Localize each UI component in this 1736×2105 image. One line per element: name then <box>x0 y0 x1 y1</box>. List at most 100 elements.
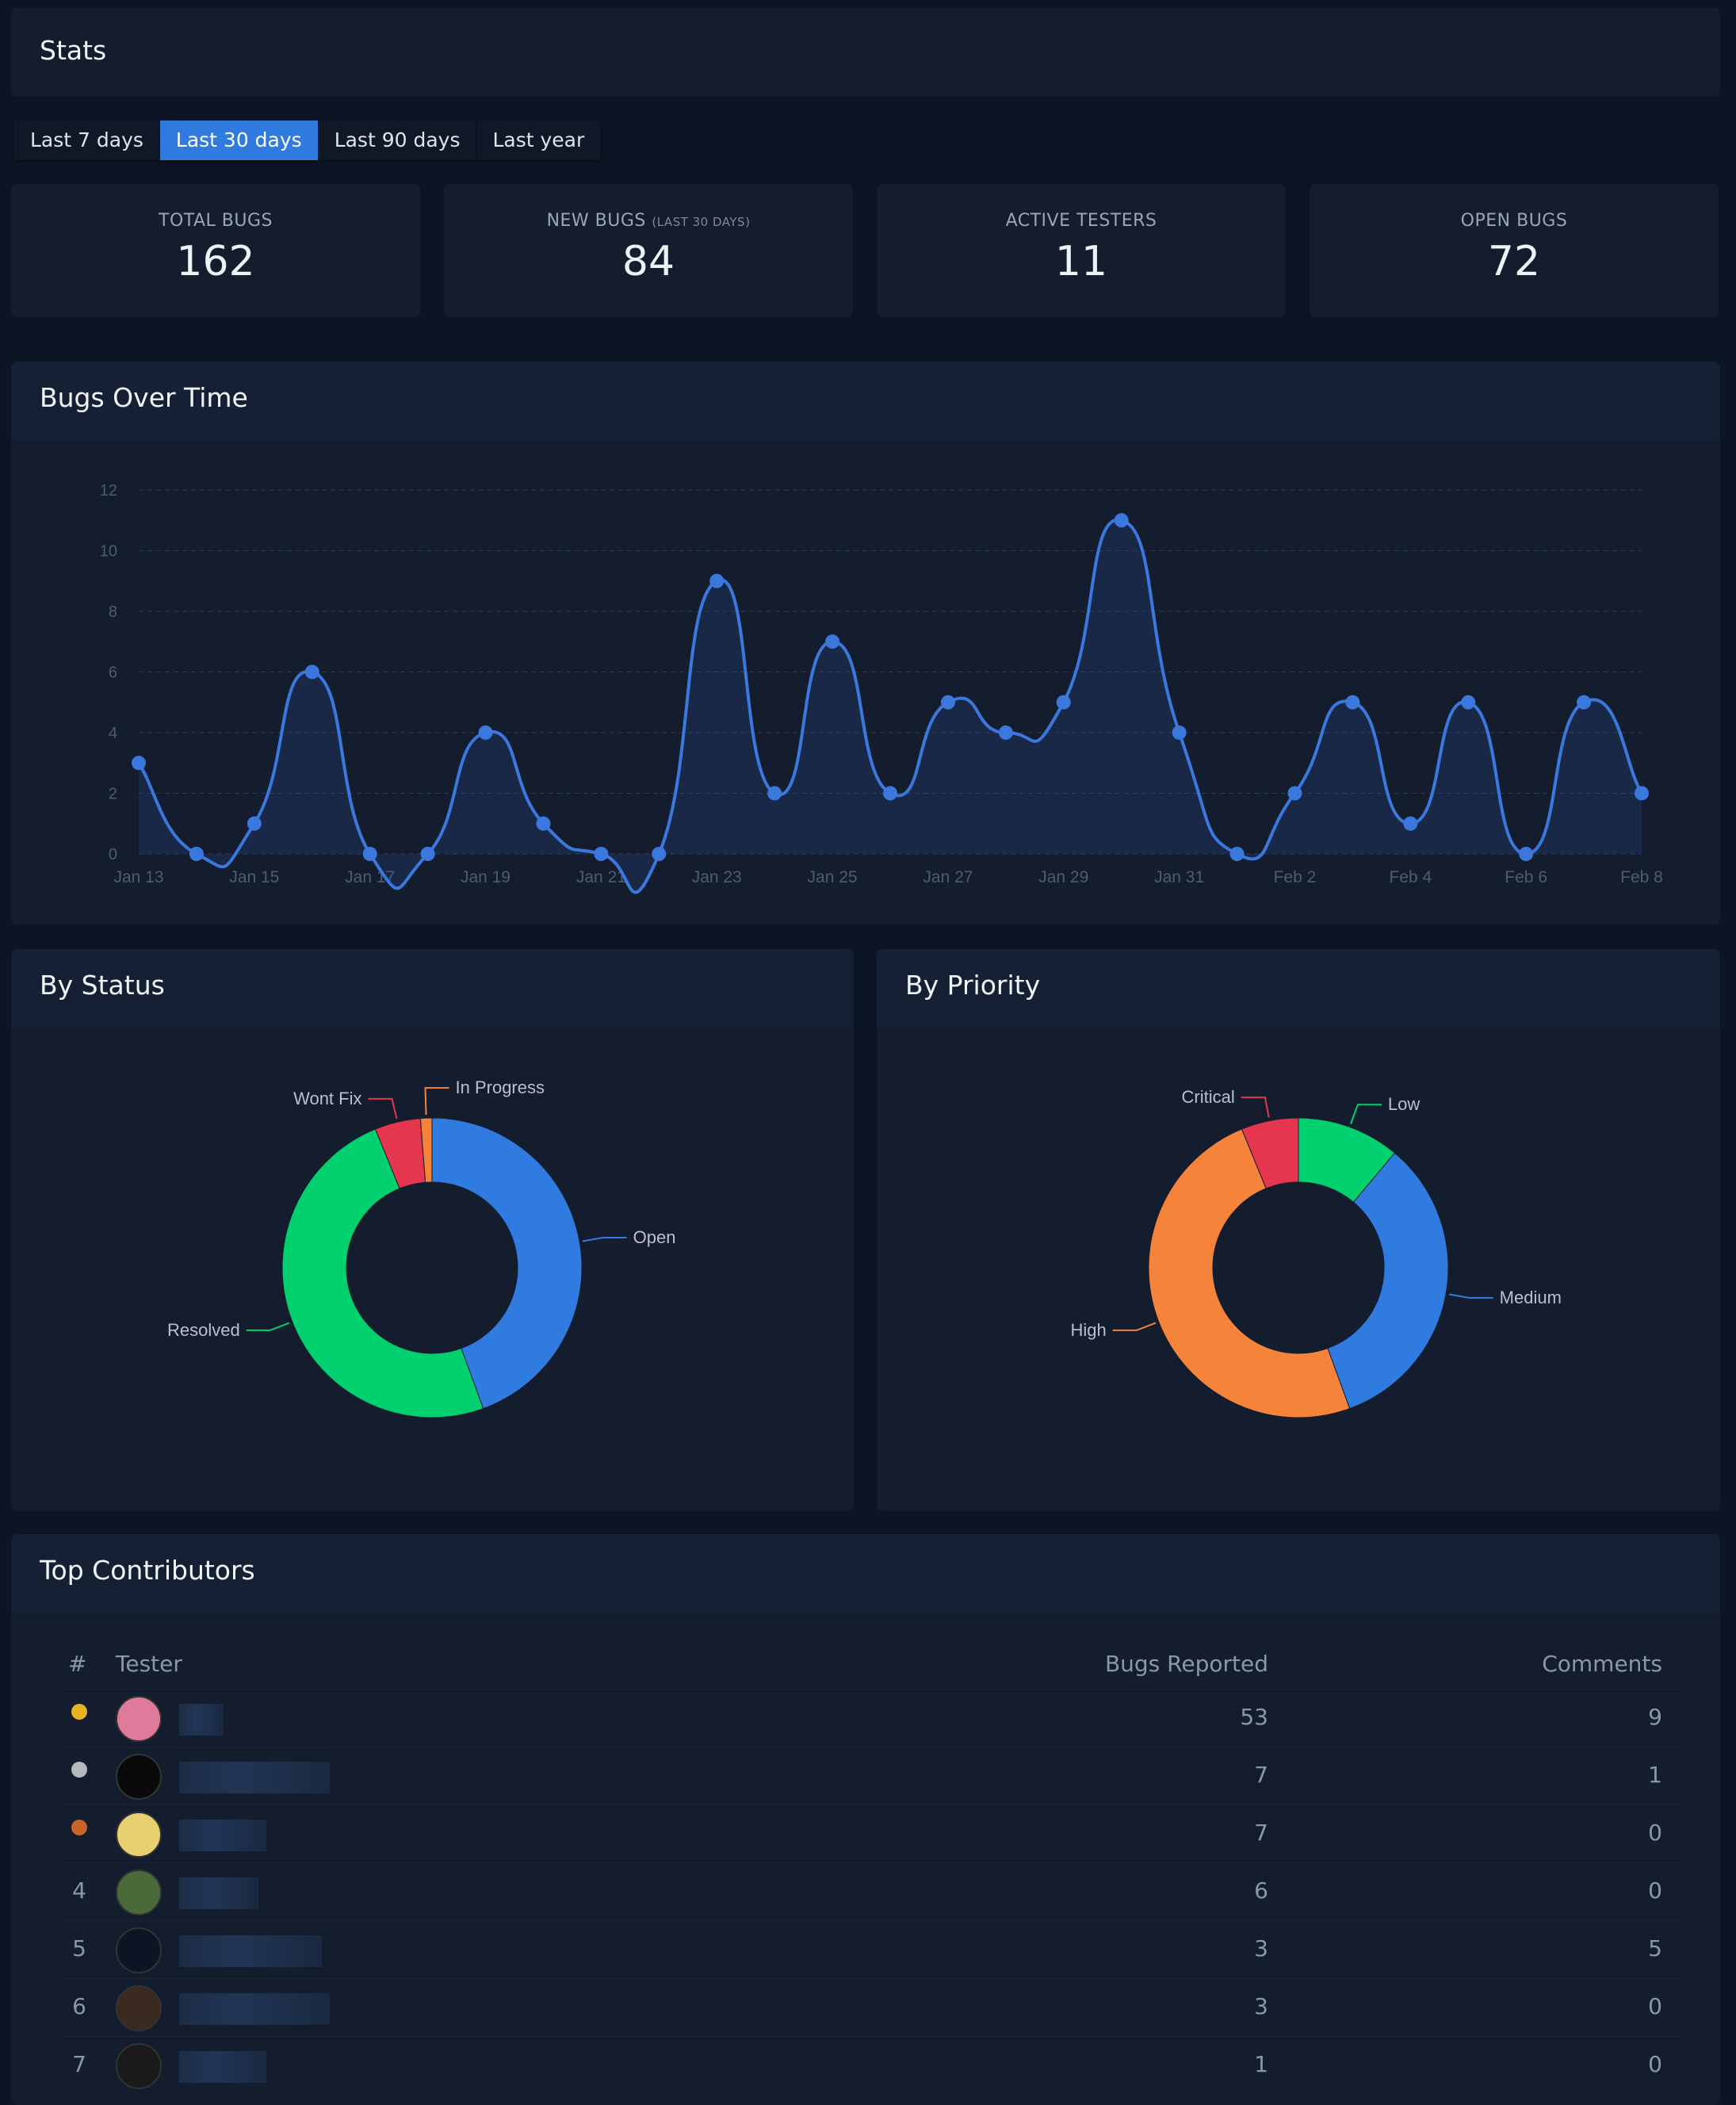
data-point <box>1519 847 1534 861</box>
slice-label: High <box>1070 1320 1106 1340</box>
data-point <box>1345 695 1360 710</box>
column-header-tester[interactable]: Tester <box>116 1651 182 1677</box>
table-row[interactable]: 6 3 0 <box>63 1978 1684 2036</box>
card-header: Top Contributors <box>11 1534 1720 1613</box>
medal-icon <box>71 1762 87 1778</box>
comments-count: 0 <box>1648 2051 1662 2077</box>
data-point <box>478 725 493 740</box>
leader-line <box>1448 1293 1493 1299</box>
data-point <box>536 816 551 831</box>
y-tick-label: 8 <box>109 603 117 621</box>
avatar <box>116 1985 162 2031</box>
medal-icon <box>71 1820 87 1835</box>
bugs-reported: 1 <box>1254 2051 1268 2077</box>
date-range-tabs: Last 7 days Last 30 days Last 90 days La… <box>14 121 602 160</box>
data-point <box>1114 513 1129 528</box>
data-point <box>825 634 840 649</box>
card-header: By Priority <box>877 949 1720 1028</box>
avatar <box>116 1927 162 1973</box>
card-title: Bugs Over Time <box>40 382 248 413</box>
x-tick-label: Jan 27 <box>923 868 973 886</box>
slice-label: Critical <box>1182 1087 1235 1107</box>
table-row[interactable]: 4 6 0 <box>63 1862 1684 1920</box>
tab-last-90-days[interactable]: Last 90 days <box>319 121 477 160</box>
data-point <box>709 573 725 588</box>
slice-high <box>1148 1128 1351 1418</box>
y-tick-label: 10 <box>100 543 117 561</box>
avatar <box>116 2043 162 2089</box>
x-tick-label: Jan 21 <box>576 868 626 886</box>
slice-label: Low <box>1388 1094 1420 1114</box>
stat-card-new-bugs: NEW BUGS (LAST 30 DAYS) 84 <box>444 184 853 317</box>
table-row[interactable]: 5 3 5 <box>63 1920 1684 1978</box>
data-point <box>998 725 1013 740</box>
data-point <box>189 847 204 861</box>
tab-last-year[interactable]: Last year <box>476 121 602 160</box>
rank: 6 <box>72 1993 86 2019</box>
x-tick-label: Feb 2 <box>1274 868 1317 886</box>
column-header-comments[interactable]: Comments <box>1542 1651 1662 1677</box>
slice-medium <box>1327 1152 1449 1410</box>
rank: 4 <box>72 1877 86 1904</box>
stat-label-sub: (LAST 30 DAYS) <box>652 215 751 229</box>
data-point <box>767 786 782 801</box>
stat-card-total-bugs: TOTAL BUGS 162 <box>11 184 420 317</box>
tester-name-redacted <box>179 2051 266 2083</box>
data-point <box>1172 725 1187 740</box>
slice-label: Open <box>633 1227 676 1247</box>
x-tick-label: Feb 6 <box>1505 868 1547 886</box>
data-point <box>1287 786 1302 801</box>
tab-last-7-days[interactable]: Last 7 days <box>14 121 160 160</box>
stat-label: OPEN BUGS <box>1460 211 1568 231</box>
data-point <box>883 786 897 801</box>
x-tick-label: Feb 4 <box>1389 868 1432 886</box>
table-row[interactable]: 7 1 0 <box>63 2036 1684 2094</box>
column-header-bugs-reported[interactable]: Bugs Reported <box>1104 1651 1268 1677</box>
y-tick-label: 2 <box>109 786 117 803</box>
leader-line <box>582 1236 627 1242</box>
avatar <box>116 1870 162 1916</box>
stat-card-open-bugs: OPEN BUGS 72 <box>1310 184 1719 317</box>
table-row[interactable]: 53 9 <box>63 1689 1684 1747</box>
y-tick-label: 0 <box>109 846 117 863</box>
leader-line <box>246 1322 290 1331</box>
series-line <box>137 518 1643 894</box>
tab-last-30-days[interactable]: Last 30 days <box>159 121 319 160</box>
x-tick-label: Jan 25 <box>808 868 858 886</box>
comments-count: 0 <box>1648 1993 1662 2019</box>
tester-name-redacted <box>179 1704 224 1736</box>
tester-name-redacted <box>179 1935 322 1967</box>
data-point <box>1461 695 1476 710</box>
slice-in-progress <box>419 1117 433 1183</box>
slice-label: Resolved <box>167 1320 240 1340</box>
area-fill <box>139 519 1642 893</box>
tester-name-redacted <box>179 1877 258 1909</box>
bugs-reported: 6 <box>1254 1877 1268 1904</box>
stats-header: Stats <box>11 8 1720 97</box>
card-title: By Priority <box>905 970 1041 1001</box>
x-tick-label: Jan 31 <box>1154 868 1204 886</box>
stat-label: ACTIVE TESTERS <box>1005 211 1157 231</box>
data-point <box>132 756 146 771</box>
avatar <box>116 1696 162 1742</box>
data-point <box>362 847 377 861</box>
x-tick-label: Jan 29 <box>1038 868 1088 886</box>
data-point <box>1577 695 1592 710</box>
stats-title: Stats <box>40 35 107 66</box>
x-tick-label: Jan 15 <box>229 868 279 886</box>
leader-line <box>1350 1104 1382 1124</box>
data-point <box>1403 816 1418 831</box>
rank: 7 <box>72 2051 86 2077</box>
slice-resolved <box>281 1128 484 1418</box>
leader-line <box>368 1097 398 1119</box>
stat-value: 11 <box>1054 238 1108 285</box>
x-tick-label: Jan 13 <box>113 868 163 886</box>
stat-value: 84 <box>621 238 675 285</box>
rank: 5 <box>72 1935 86 1961</box>
data-point <box>652 847 667 861</box>
slice-label: In Progress <box>456 1077 545 1097</box>
x-tick-label: Jan 19 <box>461 868 510 886</box>
comments-count: 5 <box>1648 1935 1662 1961</box>
